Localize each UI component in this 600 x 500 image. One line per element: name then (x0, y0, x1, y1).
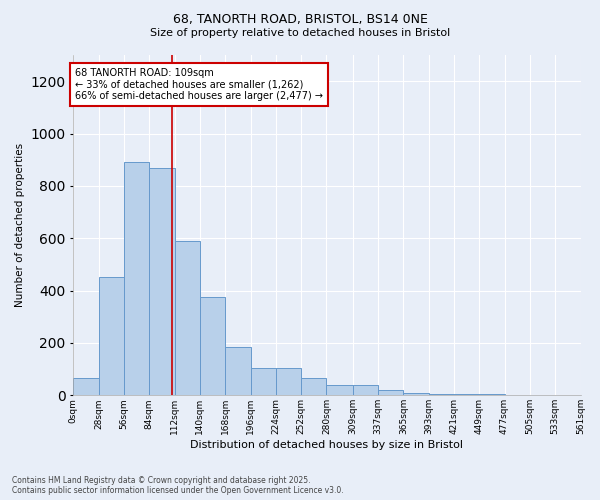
Bar (428, 394, 454, 396)
Bar (403, 392, 428, 396)
Text: 68, TANORTH ROAD, BRISTOL, BS14 0NE: 68, TANORTH ROAD, BRISTOL, BS14 0NE (173, 12, 427, 26)
Bar (73, 378, 98, 396)
X-axis label: Distribution of detached houses by size in Bristol: Distribution of detached houses by size … (190, 440, 463, 450)
Text: Contains HM Land Registry data © Crown copyright and database right 2025.
Contai: Contains HM Land Registry data © Crown c… (12, 476, 344, 495)
Bar (175, 241, 200, 396)
Text: 68 TANORTH ROAD: 109sqm
← 33% of detached houses are smaller (1,262)
66% of semi: 68 TANORTH ROAD: 109sqm ← 33% of detache… (75, 68, 323, 102)
Text: Size of property relative to detached houses in Bristol: Size of property relative to detached ho… (150, 28, 450, 38)
Bar (225, 347, 251, 396)
Bar (326, 385, 353, 396)
Bar (301, 378, 326, 396)
Bar (479, 394, 505, 396)
Bar (124, 162, 149, 396)
Bar (454, 394, 479, 396)
Y-axis label: Number of detached properties: Number of detached properties (15, 143, 25, 307)
Bar (378, 390, 403, 396)
Bar (276, 368, 301, 396)
Bar (149, 168, 175, 396)
Bar (251, 368, 276, 396)
Bar (353, 385, 378, 396)
Bar (98, 278, 124, 396)
Bar (200, 297, 225, 396)
